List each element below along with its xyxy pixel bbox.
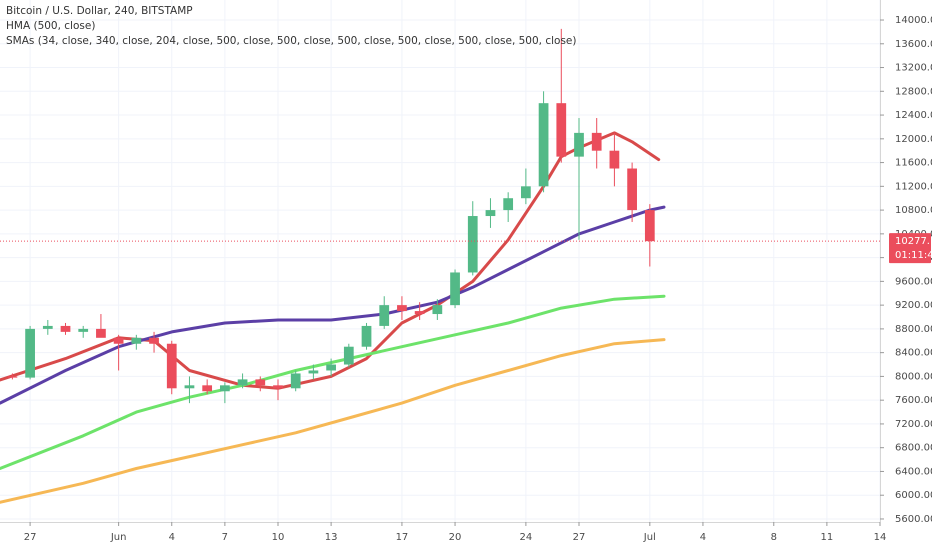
last-price-label: 10277.11 <box>895 236 932 247</box>
y-tick-label: 9600.00 <box>895 276 932 287</box>
y-tick-label: 9200.00 <box>895 300 932 311</box>
x-tick-label: 8 <box>771 532 777 543</box>
candle-body <box>450 272 460 306</box>
candle-body <box>220 385 230 392</box>
x-tick-label: 27 <box>573 532 586 543</box>
candle-body <box>308 370 319 374</box>
hma-legend: HMA (500, close) <box>6 20 95 32</box>
x-tick-label: 14 <box>874 532 887 543</box>
x-tick-label: 27 <box>24 532 37 543</box>
y-tick-label: 13200.00 <box>895 63 932 74</box>
candle-body <box>131 337 142 344</box>
x-tick-label: 4 <box>700 532 706 543</box>
candle-body <box>166 343 177 389</box>
candle-body <box>42 325 53 329</box>
candle-body <box>609 150 620 169</box>
chart-title: Bitcoin / U.S. Dollar, 240, BITSTAMP <box>6 5 193 17</box>
y-tick-label: 11200.00 <box>895 181 932 192</box>
y-tick-label: 12800.00 <box>895 86 932 97</box>
y-tick-label: 5600.00 <box>895 514 932 525</box>
candle-body <box>273 385 283 389</box>
y-tick-label: 12000.00 <box>895 134 932 145</box>
candle-body <box>60 325 71 332</box>
candle-body <box>202 385 213 392</box>
candle-body <box>591 132 602 151</box>
y-tick-label: 6000.00 <box>895 490 932 501</box>
candle-body <box>255 379 266 386</box>
candle-body <box>467 216 478 273</box>
y-tick-label: 12400.00 <box>895 110 932 121</box>
x-tick-label: 17 <box>396 532 409 543</box>
candle-body <box>237 379 248 386</box>
candle-body <box>521 186 531 199</box>
x-tick-label: 10 <box>272 532 285 543</box>
moving-average-line <box>0 338 666 504</box>
candle-body <box>290 373 301 389</box>
candle-body <box>414 311 425 315</box>
candle-body <box>149 337 159 344</box>
x-tick-label: 20 <box>449 532 462 543</box>
candle-body <box>113 337 124 344</box>
candle-body <box>379 305 390 326</box>
candle-body <box>397 305 407 312</box>
candle-body <box>503 198 514 211</box>
y-tick-label: 6800.00 <box>895 443 932 454</box>
candle-body <box>7 376 18 378</box>
y-tick-label: 11600.00 <box>895 158 932 169</box>
x-tick-label: Jun <box>110 532 127 543</box>
candle-body <box>96 328 106 338</box>
y-tick-label: 14000.00 <box>895 15 932 26</box>
x-tick-label: 4 <box>169 532 175 543</box>
candle-body <box>343 346 354 365</box>
candle-body <box>432 305 443 315</box>
x-tick-label: 11 <box>821 532 834 543</box>
x-tick-label: 24 <box>520 532 533 543</box>
y-tick-label: 6400.00 <box>895 466 932 477</box>
candle-body <box>361 325 372 347</box>
last-price-box <box>889 233 931 264</box>
x-tick-label: Jul <box>643 532 656 543</box>
candle-body <box>574 132 584 157</box>
y-tick-label: 10800.00 <box>895 205 932 216</box>
candle-body <box>184 385 195 389</box>
candle-body <box>627 168 637 211</box>
candle-body <box>78 328 89 332</box>
candle-body <box>326 364 336 371</box>
x-tick-label: 7 <box>222 532 228 543</box>
candle-body <box>25 328 35 378</box>
candle-body <box>644 210 655 242</box>
y-tick-label: 7200.00 <box>895 419 932 430</box>
y-tick-label: 13600.00 <box>895 39 932 50</box>
sma-legend: SMAs (34, close, 340, close, 204, close,… <box>6 35 576 47</box>
y-tick-label: 8400.00 <box>895 348 932 359</box>
candle-body <box>485 210 496 217</box>
y-tick-label: 7600.00 <box>895 395 932 406</box>
y-tick-label: 8000.00 <box>895 371 932 382</box>
x-tick-label: 13 <box>325 532 338 543</box>
candle-body <box>538 103 549 187</box>
y-tick-label: 8800.00 <box>895 324 932 335</box>
candle-body <box>556 103 567 157</box>
moving-average-line <box>0 205 666 405</box>
countdown-label: 01:11:49 <box>895 250 932 261</box>
